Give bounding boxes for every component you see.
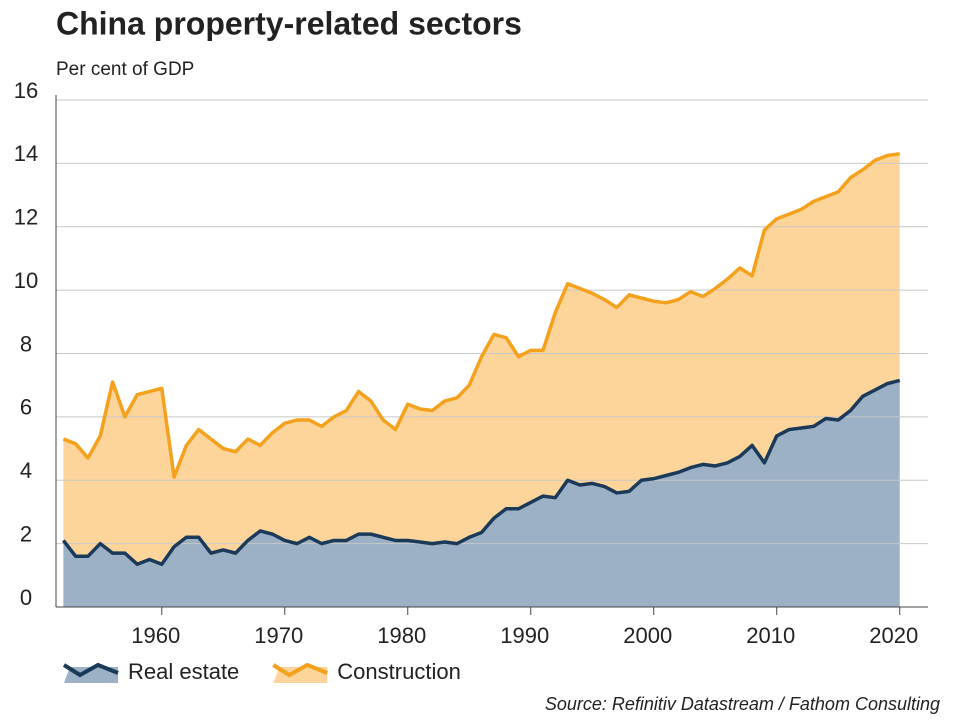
x-tick-label: 1960: [131, 623, 180, 648]
chart-subtitle: Per cent of GDP: [56, 59, 194, 80]
legend-swatch: [64, 667, 118, 683]
legend-line: [62, 662, 119, 678]
y-tick-label: 12: [14, 205, 38, 230]
x-tick-label: 2020: [869, 623, 918, 648]
legend-label: Construction: [337, 659, 461, 684]
line: [62, 152, 900, 479]
legend-swatch: [273, 667, 328, 683]
y-tick-label: 10: [14, 268, 38, 293]
y-tick-label: 4: [20, 458, 32, 483]
source-note: Source: Refinitiv Datastream / Fathom Co…: [545, 694, 940, 714]
x-tick-label: 2010: [746, 623, 795, 648]
y-tick-label: 6: [20, 395, 32, 420]
area: [63, 380, 900, 607]
x-tick-label: 2000: [623, 623, 672, 648]
line: [61, 378, 901, 566]
legend-line: [272, 662, 329, 678]
lines: [61, 152, 901, 566]
y-tick-label: 2: [20, 521, 32, 546]
x-tick-label: 1970: [254, 623, 303, 648]
y-tick-label: 0: [20, 585, 32, 610]
y-tick-label: 16: [14, 78, 38, 103]
legend-label: Real estate: [128, 659, 239, 684]
x-tick-label: 1980: [377, 623, 426, 648]
chart-title: China property-related sectors: [56, 5, 522, 41]
x-tick-label: 1990: [500, 623, 549, 648]
y-tick-label: 8: [20, 331, 32, 356]
y-tick-label: 14: [14, 141, 38, 166]
